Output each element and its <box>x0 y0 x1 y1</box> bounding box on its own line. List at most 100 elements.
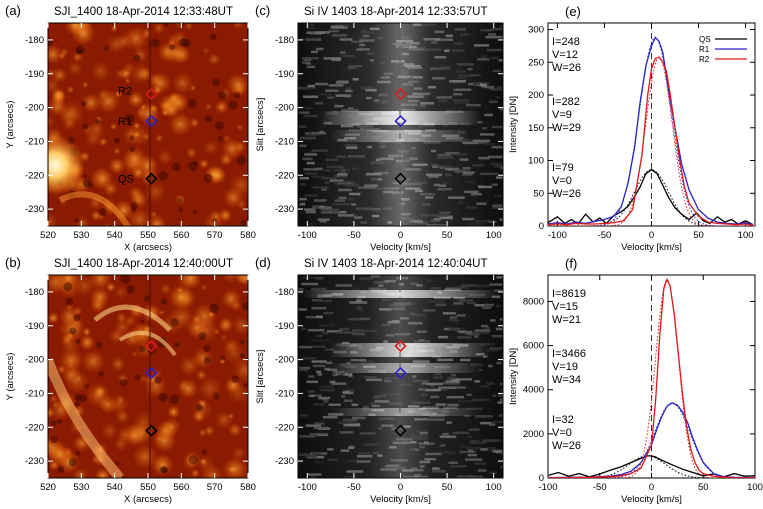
panel-a-ytick-label: -230 <box>25 204 44 215</box>
panel-a-ylabel: Y (arcsecs) <box>5 101 16 149</box>
panel-b-xlabel: X (arcsecs) <box>124 494 172 505</box>
panel-a-xtick-label: 530 <box>73 230 89 241</box>
annot-f-qs-2: W=26 <box>552 440 581 452</box>
panel-f-plot <box>548 275 755 478</box>
panel-e-xtick-label: 50 <box>693 230 704 241</box>
marker-c-r2 <box>394 87 407 101</box>
panel-e-ytick-label: 0 <box>539 221 544 232</box>
annot-e-r2-1: V=12 <box>552 49 578 61</box>
panel-d-ytick-label: -230 <box>275 456 294 467</box>
series-e-qs <box>548 168 754 226</box>
panel-e-plot <box>548 23 755 226</box>
panel-e-xtick-label: -50 <box>598 230 612 241</box>
fit-f-qs <box>548 455 755 478</box>
panel-b-ytick-label: -210 <box>25 388 44 399</box>
panel-b-letter: (b) <box>5 255 21 270</box>
marker-d-qs <box>394 424 407 437</box>
panel-a-ytick-label: -210 <box>25 136 44 147</box>
panel-d-xtick-label: 100 <box>486 482 502 493</box>
panel-f-ytick-label: 4000 <box>523 385 544 396</box>
panel-c-xtick-label: -100 <box>298 230 317 241</box>
panel-e-ytick-label: 150 <box>528 123 544 134</box>
fit-e-r2 <box>548 56 755 226</box>
annot-f-r1-2: W=34 <box>552 374 581 386</box>
panel-d-xtick-label: 50 <box>442 482 453 493</box>
panel-f-ytick-label: 0 <box>539 473 544 484</box>
panel-c-ytick-label: -180 <box>275 35 294 46</box>
panel-a-ytick-label: -220 <box>25 170 44 181</box>
panel-c-title: Si IV 1403 18-Apr-2014 12:33:57UT <box>304 6 487 18</box>
series-e-r2 <box>548 56 754 226</box>
panel-a-image <box>48 23 248 226</box>
marker-c-r1 <box>394 114 407 128</box>
panel-f-xtick-label: -50 <box>593 482 607 493</box>
panel-d-xlabel: Velocity [km/s] <box>370 494 431 505</box>
panel-d-xtick-label: -50 <box>347 482 361 493</box>
panel-e-xlabel: Velocity [km/s] <box>621 242 682 253</box>
panel-b-title: SJI_1400 18-Apr-2014 12:40:00UT <box>54 258 233 270</box>
marker-b-r2 <box>145 339 158 353</box>
fit-e-r1 <box>548 36 755 226</box>
panel-a-xtick-label: 540 <box>107 230 123 241</box>
series-e-r1 <box>548 36 754 226</box>
panel-b-xtick-label: 530 <box>73 482 89 493</box>
series-f-r2 <box>548 277 755 478</box>
panel-b-xtick-label: 560 <box>173 482 189 493</box>
legend-label-r2: R2 <box>699 55 710 64</box>
panel-d-xtick-label: 0 <box>398 482 403 493</box>
panel-b-image <box>48 275 248 478</box>
panel-f-letter: (f) <box>565 256 577 271</box>
legend-label-qs: QS <box>699 35 711 44</box>
marker-a-r2 <box>145 87 158 101</box>
panel-c-image <box>298 23 503 226</box>
panel-a-ytick-label: -200 <box>25 103 44 114</box>
panel-c-xtick-label: 0 <box>398 230 403 241</box>
panel-a-xtick-label: 550 <box>140 230 156 241</box>
annot-e-r1-0: I=282 <box>552 96 580 108</box>
marker-a-r1 <box>145 114 158 128</box>
panel-a-xtick-label: 570 <box>207 230 223 241</box>
annot-e-r1-2: W=29 <box>552 122 581 134</box>
marker-c-qs <box>394 172 407 185</box>
annot-f-r1-1: V=19 <box>552 361 578 373</box>
panel-f-xtick-label: -100 <box>538 482 557 493</box>
panel-d-xtick-label: -100 <box>298 482 317 493</box>
panel-e-ytick-label: 200 <box>528 90 544 101</box>
annot-f-qs-0: I=32 <box>552 414 574 426</box>
marker-d-r2 <box>394 339 407 353</box>
panel-e-xtick-label: -100 <box>548 230 567 241</box>
panel-c-letter: (c) <box>255 3 270 18</box>
panel-b-ytick-label: -220 <box>25 422 44 433</box>
panel-a-xtick-label: 520 <box>40 230 56 241</box>
panel-b-ytick-label: -190 <box>25 321 44 332</box>
label-r1: R1 <box>118 116 132 128</box>
panel-e-ytick-label: 100 <box>528 156 544 167</box>
panel-c-ytick-label: -190 <box>275 69 294 80</box>
marker-a-qs <box>145 172 158 185</box>
panel-f-xtick-label: 0 <box>649 482 654 493</box>
panel-b-xtick-label: 570 <box>207 482 223 493</box>
panel-e-xtick-label: 100 <box>738 230 754 241</box>
panel-c-xtick-label: -50 <box>347 230 361 241</box>
panel-e-xtick-label: 0 <box>649 230 654 241</box>
panel-a-ytick-label: -180 <box>25 35 44 46</box>
panel-d-title: Si IV 1403 18-Apr-2014 12:40:04UT <box>304 258 487 270</box>
panel-e-ytick-label: 300 <box>528 25 544 36</box>
panel-f-xtick-label: 50 <box>698 482 709 493</box>
panel-d-ytick-label: -180 <box>275 287 294 298</box>
label-r2: R2 <box>118 86 132 98</box>
panel-b-xtick-label: 520 <box>40 482 56 493</box>
panel-e-letter: (e) <box>565 4 581 19</box>
panel-f-ytick-label: 8000 <box>523 296 544 307</box>
annot-e-r2-2: W=26 <box>552 62 581 74</box>
panel-c-xtick-label: 50 <box>442 230 453 241</box>
panel-f-xtick-label: 100 <box>747 482 763 493</box>
legend-label-r1: R1 <box>699 45 710 54</box>
annot-f-r1-0: I=3466 <box>552 348 586 360</box>
panel-f-ytick-label: 6000 <box>523 341 544 352</box>
panel-f-ytick-label: 2000 <box>523 429 544 440</box>
marker-b-qs <box>145 424 158 437</box>
panel-a-ytick-label: -190 <box>25 69 44 80</box>
panel-d-ytick-label: -210 <box>275 388 294 399</box>
